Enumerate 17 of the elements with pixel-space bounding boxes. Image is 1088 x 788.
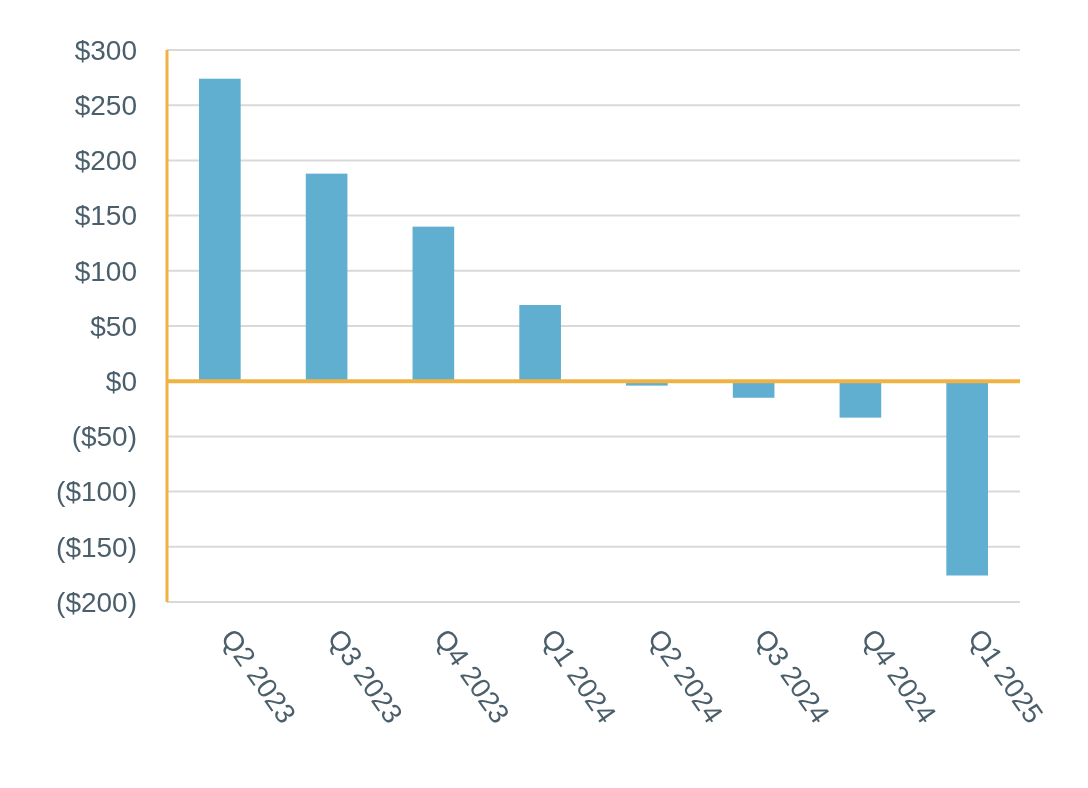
y-tick-label: $50 [90, 310, 137, 342]
y-tick-label: $300 [74, 34, 137, 66]
y-tick-label: $0 [105, 366, 137, 397]
y-tick-label: $200 [74, 145, 137, 177]
bar [199, 78, 241, 382]
y-tick-label: ($50) [71, 421, 137, 453]
bar [839, 381, 882, 418]
y-tick-label: ($200) [56, 586, 137, 618]
y-tick-label: $150 [74, 200, 137, 232]
y-tick-label: ($100) [56, 476, 137, 508]
bar [946, 381, 988, 576]
y-tick-label: ($150) [56, 531, 137, 563]
y-tick-label: $250 [74, 90, 137, 121]
y-tick-label: $100 [74, 255, 137, 287]
bar [305, 173, 348, 382]
bar [519, 305, 561, 382]
bar [412, 226, 455, 382]
